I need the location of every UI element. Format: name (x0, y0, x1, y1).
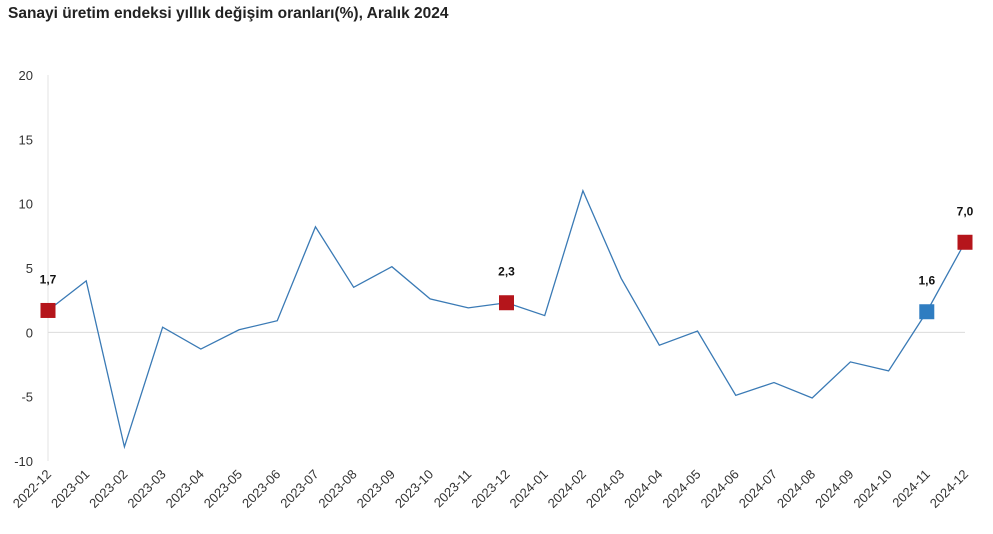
highlight-marker (919, 304, 935, 320)
y-tick-label: 20 (19, 68, 33, 83)
data-label: 2,3 (498, 265, 515, 279)
chart-title: Sanayi üretim endeksi yıllık değişim ora… (8, 5, 449, 22)
x-tick-label: 2024-03 (583, 467, 627, 511)
highlight-marker (40, 302, 56, 318)
x-tick-label: 2023-04 (163, 467, 207, 511)
x-tick-label: 2023-09 (354, 467, 398, 511)
x-tick-label: 2023-12 (468, 467, 512, 511)
data-label: 1,6 (918, 274, 935, 288)
y-tick-label: 0 (26, 325, 33, 340)
x-tick-label: 2023-07 (277, 467, 321, 511)
x-tick-label: 2023-02 (86, 467, 130, 511)
y-tick-label: 10 (19, 197, 33, 212)
x-tick-label: 2024-07 (736, 467, 780, 511)
x-tick-label: 2024-06 (698, 467, 742, 511)
x-tick-label: 2024-05 (659, 467, 703, 511)
x-tick-label: 2024-04 (621, 467, 665, 511)
x-tick-label: 2023-10 (392, 467, 436, 511)
x-tick-label: 2024-09 (812, 467, 856, 511)
x-tick-label: 2024-02 (545, 467, 589, 511)
x-tick-label: 2024-12 (927, 467, 971, 511)
data-label: 1,7 (40, 272, 57, 286)
x-tick-label: 2024-10 (850, 467, 894, 511)
x-tick-label: 2023-03 (124, 467, 168, 511)
highlight-marker (957, 234, 973, 250)
y-tick-label: 5 (26, 261, 33, 276)
x-tick-label: 2024-08 (774, 467, 818, 511)
x-tick-label: 2023-06 (239, 467, 283, 511)
x-tick-label: 2023-11 (431, 467, 475, 511)
y-tick-label: 15 (19, 132, 33, 147)
x-tick-label: 2023-05 (201, 467, 245, 511)
x-tick-label: 2024-01 (506, 467, 550, 511)
data-label: 7,0 (957, 204, 974, 218)
y-tick-label: -5 (21, 390, 33, 405)
x-tick-label: 2023-08 (315, 467, 359, 511)
y-tick-label: -10 (14, 454, 33, 469)
x-tick-label: 2023-01 (48, 467, 92, 511)
highlight-marker (499, 295, 514, 311)
series-line (47, 188, 966, 450)
x-tick-label: 2024-11 (889, 467, 933, 511)
x-tick-label: 2022-12 (10, 467, 54, 511)
